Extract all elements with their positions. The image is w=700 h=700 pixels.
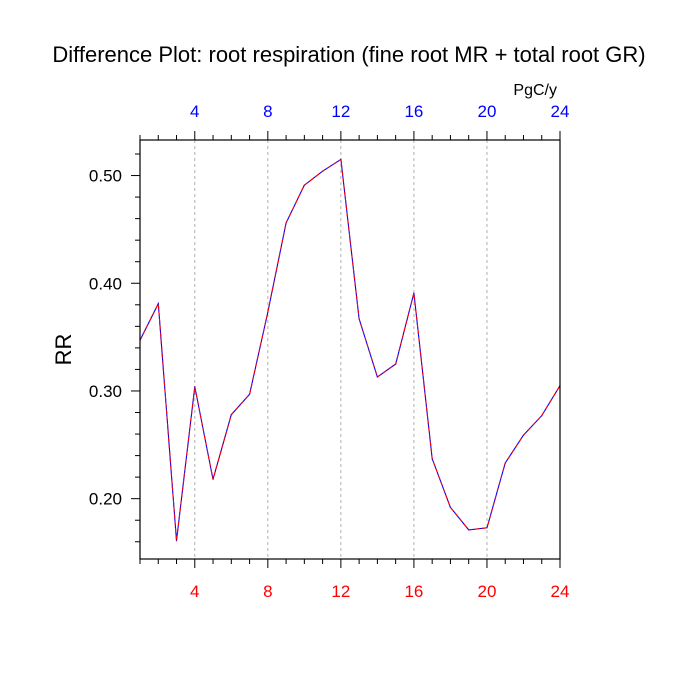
- y-tick-label: 0.40: [89, 274, 122, 293]
- grid-lines: [194, 140, 488, 559]
- data-point: [212, 478, 214, 480]
- x-tick-label-top: 16: [404, 102, 423, 121]
- data-point: [541, 415, 543, 417]
- data-point: [358, 318, 360, 320]
- data-point: [194, 386, 196, 388]
- x-tick-label-bottom: 4: [190, 582, 199, 601]
- tick-marks: [131, 131, 561, 568]
- series-group: [139, 158, 561, 542]
- y-axis-label: RR: [51, 334, 76, 366]
- data-point: [322, 170, 324, 172]
- units-label: PgC/y: [513, 82, 557, 99]
- x-tick-label-bottom: 8: [263, 582, 272, 601]
- x-tick-label-top: 4: [190, 102, 199, 121]
- data-point: [468, 529, 470, 531]
- chart-title: Difference Plot: root respiration (fine …: [52, 42, 645, 67]
- y-tick-label: 0.30: [89, 382, 122, 401]
- data-point: [431, 458, 433, 460]
- x-tick-label-top: 24: [551, 102, 570, 121]
- data-point: [413, 292, 415, 294]
- data-point: [230, 414, 232, 416]
- data-point: [267, 311, 269, 313]
- data-point: [522, 434, 525, 436]
- tick-labels: 4 4 8 8 12 12 16 16 20 20 24 24 0.20 0.30 0.40 0.50: [89, 102, 570, 601]
- x-tick-label-top: 8: [263, 102, 272, 121]
- data-point: [285, 222, 287, 224]
- data-point: [486, 527, 488, 529]
- x-tick-label-top: 12: [331, 102, 350, 121]
- data-point: [157, 303, 159, 305]
- data-point: [340, 158, 342, 160]
- data-point: [504, 462, 506, 464]
- y-tick-label: 0.20: [89, 490, 122, 509]
- data-point: [395, 363, 397, 365]
- plot-frame: [139, 139, 561, 560]
- x-tick-label-bottom: 12: [331, 582, 350, 601]
- x-tick-label-top: 20: [477, 102, 496, 121]
- x-tick-label-bottom: 20: [477, 582, 496, 601]
- x-tick-label-bottom: 16: [404, 582, 423, 601]
- series-line-dashed: [139, 158, 561, 541]
- data-point: [449, 506, 452, 508]
- data-point: [175, 540, 178, 542]
- data-point: [376, 376, 378, 378]
- x-tick-label-bottom: 24: [551, 582, 570, 601]
- series-line-base: [139, 158, 561, 541]
- y-tick-label: 0.50: [89, 167, 122, 186]
- data-point: [248, 393, 251, 395]
- data-point: [303, 184, 305, 186]
